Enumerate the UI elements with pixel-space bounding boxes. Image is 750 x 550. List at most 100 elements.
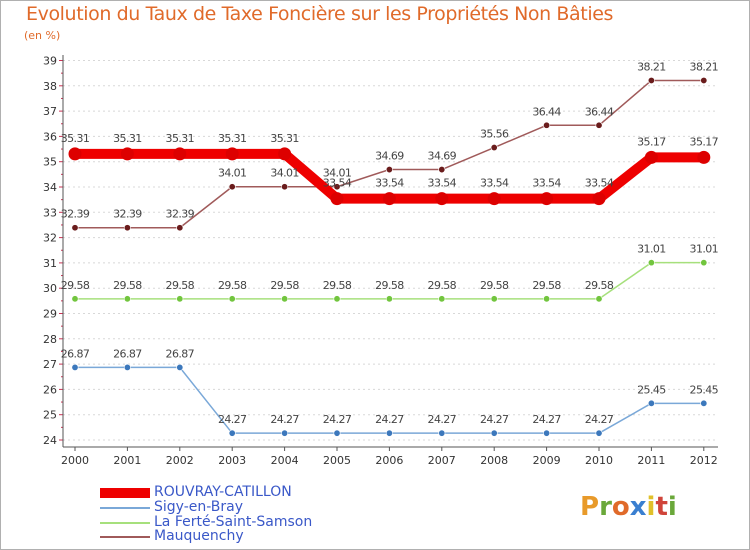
data-label-sigy-en-bray: 24.27 — [532, 413, 561, 426]
data-point-la-fert-saint-samson — [647, 259, 655, 267]
data-label-mauquenchy: 32.39 — [113, 208, 142, 221]
logo-letter: P — [580, 492, 600, 522]
data-point-rouvray-catillon — [173, 147, 187, 161]
x-tick-label: 2010 — [585, 454, 613, 467]
data-point-sigy-en-bray — [228, 429, 236, 437]
y-tick-label: 37 — [43, 105, 57, 118]
data-label-rouvray-catillon: 33.54 — [480, 177, 509, 190]
y-tick-label: 28 — [43, 333, 57, 346]
data-point-mauquenchy — [71, 224, 79, 232]
data-label-sigy-en-bray: 24.27 — [270, 413, 299, 426]
y-tick-label: 24 — [43, 434, 57, 447]
x-tick-label: 2008 — [480, 454, 508, 467]
data-label-rouvray-catillon: 35.31 — [113, 132, 142, 145]
data-label-rouvray-catillon: 35.31 — [218, 132, 247, 145]
data-label-rouvray-catillon: 33.54 — [585, 177, 614, 190]
data-label-sigy-en-bray: 24.27 — [585, 413, 614, 426]
data-label-la-fert-saint-samson: 29.58 — [532, 279, 561, 292]
chart-title: Evolution du Taux de Taxe Foncière sur l… — [26, 3, 614, 25]
data-label-sigy-en-bray: 24.27 — [323, 413, 352, 426]
y-tick-label: 25 — [43, 409, 57, 422]
data-label-mauquenchy: 32.39 — [166, 208, 195, 221]
data-label-la-fert-saint-samson: 29.58 — [61, 279, 90, 292]
data-label-mauquenchy: 38.21 — [637, 60, 666, 73]
data-label-la-fert-saint-samson: 29.58 — [480, 279, 509, 292]
logo-letter: r — [599, 492, 612, 522]
logo-letter: i — [646, 492, 656, 522]
data-point-la-fert-saint-samson — [438, 295, 446, 303]
data-point-mauquenchy — [228, 183, 236, 191]
data-point-rouvray-catillon — [644, 150, 658, 164]
data-label-rouvray-catillon: 33.54 — [375, 177, 404, 190]
data-point-mauquenchy — [333, 183, 341, 191]
data-point-la-fert-saint-samson — [595, 295, 603, 303]
data-point-sigy-en-bray — [700, 399, 708, 407]
y-tick-label: 30 — [43, 282, 57, 295]
data-point-sigy-en-bray — [123, 363, 131, 371]
y-tick-label: 27 — [43, 358, 57, 371]
data-point-mauquenchy — [385, 166, 393, 174]
data-point-sigy-en-bray — [176, 363, 184, 371]
data-point-mauquenchy — [490, 144, 498, 152]
x-tick-label: 2011 — [637, 454, 665, 467]
data-point-rouvray-catillon — [540, 192, 554, 206]
y-tick-label: 26 — [43, 383, 57, 396]
data-label-rouvray-catillon: 35.17 — [637, 135, 666, 148]
data-point-mauquenchy — [543, 121, 551, 129]
x-tick-label: 2002 — [166, 454, 194, 467]
data-point-la-fert-saint-samson — [333, 295, 341, 303]
y-tick-label: 38 — [43, 80, 57, 93]
data-point-rouvray-catillon — [592, 192, 606, 206]
data-point-sigy-en-bray — [543, 429, 551, 437]
data-label-sigy-en-bray: 26.87 — [113, 347, 142, 360]
data-point-mauquenchy — [281, 183, 289, 191]
data-point-la-fert-saint-samson — [123, 295, 131, 303]
legend-label-rouvray-catillon: ROUVRAY-CATILLON — [154, 484, 292, 500]
data-point-la-fert-saint-samson — [700, 259, 708, 267]
x-tick-label: 2007 — [428, 454, 456, 467]
data-point-rouvray-catillon — [120, 147, 134, 161]
data-label-rouvray-catillon: 35.17 — [690, 135, 719, 148]
data-label-mauquenchy: 36.44 — [532, 105, 561, 118]
data-point-sigy-en-bray — [647, 399, 655, 407]
data-point-rouvray-catillon — [382, 192, 396, 206]
data-point-la-fert-saint-samson — [543, 295, 551, 303]
data-label-la-fert-saint-samson: 29.58 — [375, 279, 404, 292]
data-label-rouvray-catillon: 35.31 — [61, 132, 90, 145]
data-point-rouvray-catillon — [68, 147, 82, 161]
data-label-rouvray-catillon: 33.54 — [323, 177, 352, 190]
data-label-sigy-en-bray: 24.27 — [218, 413, 247, 426]
data-point-sigy-en-bray — [333, 429, 341, 437]
data-point-rouvray-catillon — [435, 192, 449, 206]
data-point-sigy-en-bray — [71, 363, 79, 371]
logo-letter: x — [629, 492, 647, 522]
data-label-mauquenchy: 34.01 — [270, 167, 299, 180]
data-label-la-fert-saint-samson: 29.58 — [113, 279, 142, 292]
y-tick-label: 35 — [43, 156, 57, 169]
data-label-mauquenchy: 36.44 — [585, 105, 614, 118]
proxiti-logo: Proxiti — [580, 492, 677, 522]
data-point-la-fert-saint-samson — [385, 295, 393, 303]
legend-label-sigy-en-bray: Sigy-en-Bray — [154, 499, 244, 515]
data-label-rouvray-catillon: 35.31 — [166, 132, 195, 145]
legend-label-la-fert-saint-samson: La Ferté-Saint-Samson — [154, 514, 313, 530]
data-label-sigy-en-bray: 25.45 — [690, 383, 719, 396]
logo-letter: o — [611, 492, 630, 522]
data-label-sigy-en-bray: 26.87 — [61, 347, 90, 360]
x-tick-label: 2012 — [690, 454, 718, 467]
data-label-la-fert-saint-samson: 29.58 — [166, 279, 195, 292]
legend-label-mauquenchy: Mauquenchy — [154, 528, 244, 544]
data-label-mauquenchy: 35.56 — [480, 128, 509, 141]
data-label-la-fert-saint-samson: 29.58 — [428, 279, 457, 292]
data-point-rouvray-catillon — [278, 147, 292, 161]
x-tick-label: 2009 — [533, 454, 561, 467]
data-point-mauquenchy — [438, 166, 446, 174]
data-point-mauquenchy — [700, 76, 708, 84]
data-label-mauquenchy: 34.01 — [323, 167, 352, 180]
data-label-la-fert-saint-samson: 31.01 — [690, 243, 719, 256]
data-label-la-fert-saint-samson: 29.58 — [218, 279, 247, 292]
data-point-la-fert-saint-samson — [281, 295, 289, 303]
data-point-sigy-en-bray — [595, 429, 603, 437]
data-point-mauquenchy — [595, 121, 603, 129]
